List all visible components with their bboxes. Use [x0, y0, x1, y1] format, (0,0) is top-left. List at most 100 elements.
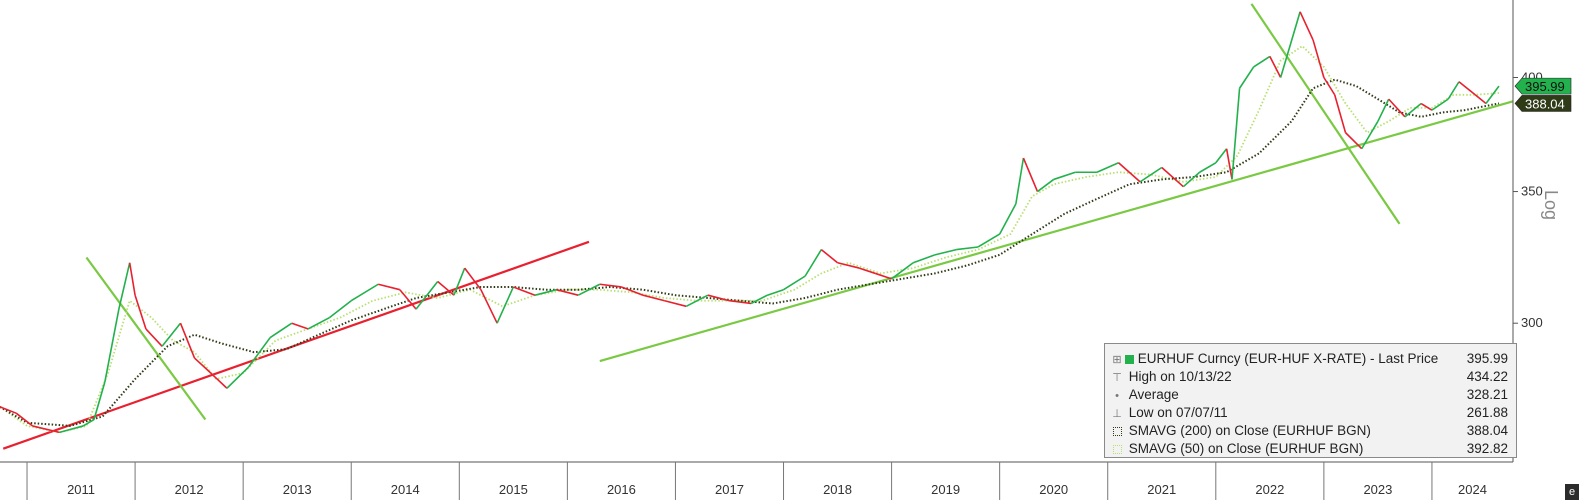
price-segment: [1299, 11, 1314, 41]
price-segment: [621, 286, 644, 296]
price-segment: [750, 294, 768, 305]
price-segment: [291, 322, 309, 330]
price-segment: [480, 289, 498, 324]
legend-value: 388.04: [1466, 423, 1508, 438]
price-segment: [1458, 81, 1476, 96]
price-segment: [1118, 162, 1141, 183]
legend-label: SMAVG (50) on Close (EURHUF BGN): [1128, 441, 1364, 456]
price-segment: [1269, 56, 1282, 78]
legend-value: 434.22: [1466, 369, 1508, 384]
legend-row-last-price: ⊞ EURHUF Curncy (EUR-HUF X-RATE) - Last …: [1109, 350, 1508, 367]
price-segment: [804, 249, 823, 277]
legend-label: EURHUF Curncy (EUR-HUF X-RATE) - Last Pr…: [1137, 351, 1439, 366]
x-tick-label: 2022: [1255, 482, 1284, 497]
price-segment: [556, 288, 579, 296]
price-segment: [1238, 66, 1255, 89]
legend-row-smavg-50: SMAVG (50) on Close (EURHUF BGN) 392.82: [1109, 440, 1508, 457]
trendline-layer: [2, 3, 1514, 450]
x-tick-label: 2014: [391, 482, 420, 497]
legend-label: Low on 07/07/11: [1128, 405, 1228, 420]
price-segment: [1344, 132, 1363, 150]
price-segment: [437, 280, 455, 296]
price-segment: [161, 322, 182, 347]
legend-label: SMAVG (200) on Close (EURHUF BGN): [1128, 423, 1371, 438]
legend-value: 392.82: [1466, 441, 1508, 456]
x-tick-label: 2019: [931, 482, 960, 497]
price-segment: [1447, 81, 1460, 100]
legend-label: Average: [1128, 387, 1179, 402]
x-tick-label: 2015: [499, 482, 528, 497]
expand-icon[interactable]: ⊞: [1112, 354, 1122, 366]
price-segment: [0, 406, 17, 414]
legend-row-low: ⊥ Low on 07/07/11 261.88: [1109, 404, 1508, 421]
price-segment: [1231, 88, 1241, 180]
axes-layer: 2011 2012 2013 2014 2015 2016 2017 2018 2019 2020…: [0, 0, 1543, 500]
price-segment: [1404, 102, 1422, 118]
price-segment: [1161, 166, 1184, 188]
legend-value: 328.21: [1466, 387, 1508, 402]
trendline: [599, 100, 1514, 363]
price-segment: [977, 233, 1001, 248]
price-segment: [193, 357, 212, 374]
trendline: [85, 256, 207, 421]
price-segment: [1199, 162, 1217, 173]
price-segment: [513, 286, 536, 296]
price-segment: [59, 425, 84, 434]
price-segment: [912, 254, 936, 264]
y-tick-label: 300: [1521, 315, 1543, 330]
price-segment: [599, 283, 622, 288]
price-segment: [15, 412, 33, 427]
price-segment: [998, 203, 1017, 235]
price-segment: [134, 294, 147, 330]
price-segment: [415, 281, 439, 310]
price-segment: [837, 261, 860, 269]
x-tick-label: 2011: [67, 482, 95, 497]
price-segment: [685, 294, 709, 308]
price-segment: [1053, 171, 1076, 181]
series-layer: [0, 11, 1500, 434]
price-segment: [1022, 157, 1039, 192]
price-segment: [934, 248, 957, 256]
last-value-badge: [1514, 77, 1572, 95]
price-segment: [1388, 98, 1406, 118]
price-segment: [1312, 39, 1325, 78]
price-segment: [1015, 157, 1025, 204]
last-value-text: 388.04: [1525, 96, 1565, 111]
price-segment: [378, 283, 401, 291]
price-segment: [875, 272, 892, 280]
price-segment: [179, 322, 196, 359]
legend-value: 261.88: [1466, 405, 1508, 420]
price-segment: [269, 322, 293, 339]
price-segment: [128, 262, 136, 296]
panel-corner-tab[interactable]: e: [1565, 484, 1579, 500]
price-segment: [858, 267, 876, 275]
last-price-swatch-icon: [1125, 355, 1134, 364]
x-tick-label: 2024: [1458, 482, 1487, 497]
price-segment: [1333, 94, 1347, 133]
price-segment: [118, 262, 131, 310]
x-tick-label: 2018: [823, 482, 852, 497]
trendline: [2, 240, 590, 450]
low-marker-icon: ⊥: [1112, 408, 1122, 420]
price-segment: [1377, 98, 1390, 122]
price-segment: [464, 267, 482, 291]
price-segment: [1361, 120, 1379, 150]
price-segment: [783, 275, 806, 291]
last-value-text: 395.99: [1525, 79, 1565, 94]
price-segment: [1474, 94, 1487, 105]
x-tick-label: 2017: [715, 482, 744, 497]
last-value-badge: [1514, 95, 1572, 112]
price-segment: [399, 289, 417, 310]
x-tick-label: 2012: [175, 482, 204, 497]
price-segment: [707, 294, 730, 302]
price-segment: [820, 248, 839, 264]
price-segment: [1279, 11, 1301, 78]
legend-row-average: • Average 328.21: [1109, 386, 1508, 403]
price-segment: [210, 372, 228, 389]
price-segment: [32, 425, 60, 434]
legend-row-high: ⊤ High on 10/13/22 434.22: [1109, 368, 1508, 385]
price-segment: [1420, 102, 1433, 111]
price-segment: [642, 294, 665, 302]
price-segment: [767, 288, 784, 296]
